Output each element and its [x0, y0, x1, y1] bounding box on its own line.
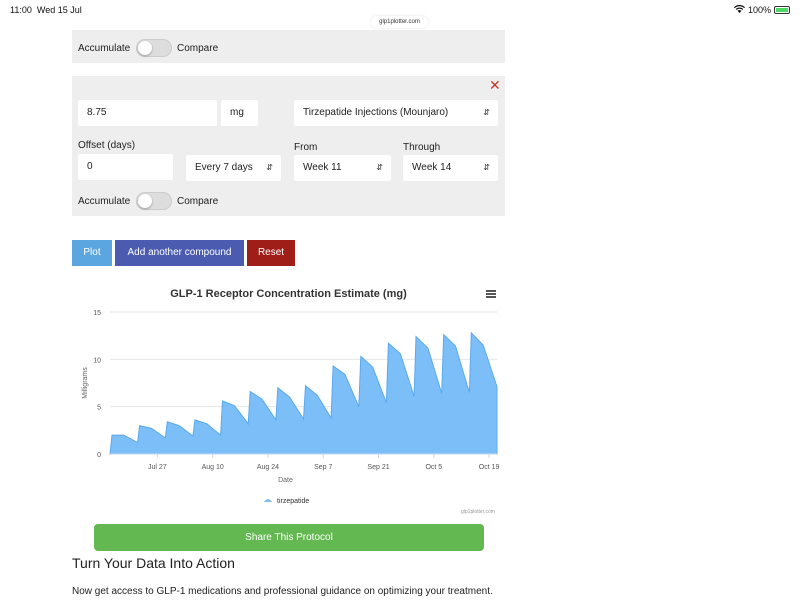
battery-indicator: 100%	[733, 5, 790, 15]
chart-title: GLP-1 Receptor Concentration Estimate (m…	[170, 288, 407, 300]
plot-button[interactable]: Plot	[72, 240, 112, 266]
frequency-select[interactable]: Every 7 days ⇵	[186, 155, 281, 181]
x-tick-label: Oct 19	[479, 464, 500, 471]
battery-percent: 100%	[747, 5, 771, 15]
compound-card-2: 8.75 mg Tirzepatide Injections (Mounjaro…	[72, 76, 505, 216]
concentration-chart: GLP-1 Receptor Concentration Estimate (m…	[72, 280, 505, 520]
through-select-value: Week 14	[412, 162, 452, 173]
offset-label: Offset (days)	[78, 140, 136, 151]
chevron-updown-icon: ⇵	[266, 163, 273, 172]
from-label: From	[294, 142, 318, 153]
frequency-select-value: Every 7 days	[195, 162, 253, 173]
battery-icon	[774, 6, 790, 14]
section-text: Now get access to GLP-1 medications and …	[72, 586, 493, 597]
y-tick-label: 5	[97, 405, 101, 412]
dose-input[interactable]: 8.75	[78, 100, 217, 126]
series-area-tirzepatide	[109, 331, 498, 455]
toggle-knob	[138, 194, 152, 208]
compound-select-value: Tirzepatide Injections (Mounjaro)	[303, 107, 449, 118]
section-heading: Turn Your Data Into Action	[72, 555, 235, 571]
compare-label: Compare	[177, 43, 219, 54]
chevron-updown-icon: ⇵	[483, 163, 490, 172]
compound-select[interactable]: Tirzepatide Injections (Mounjaro) ⇵	[294, 100, 498, 126]
accumulate-compare-toggle[interactable]	[136, 192, 172, 210]
chart-svg: 0 5 10 15 Jul 27 Aug 10 Aug 24 Sep 7 Sep 21 Oct 5…	[82, 310, 500, 505]
compound-card-1: Accumulate Compare	[72, 30, 505, 63]
x-tick-label: Aug 10	[202, 464, 224, 471]
chart-credit[interactable]: glp1plotter.com	[461, 509, 495, 515]
unit-field[interactable]: mg	[221, 100, 258, 126]
compare-label: Compare	[177, 196, 219, 207]
x-tick-label: Oct 5	[425, 464, 442, 471]
status-time: 11:00 Wed 15 Jul	[10, 5, 82, 15]
offset-input[interactable]: 0	[78, 154, 173, 180]
accumulate-label: Accumulate	[78, 43, 131, 54]
x-tick-label: Jul 27	[148, 464, 167, 471]
url-pill[interactable]: glp1plotter.com	[371, 16, 428, 28]
wifi-icon	[733, 5, 745, 15]
status-bar: 11:00 Wed 15 Jul 100%	[0, 0, 800, 20]
accumulate-label: Accumulate	[78, 196, 131, 207]
from-select[interactable]: Week 11 ⇵	[294, 155, 391, 181]
remove-compound-icon[interactable]: ✕	[489, 77, 501, 93]
y-tick-label: 0	[97, 452, 101, 459]
toggle-knob	[138, 41, 152, 55]
accumulate-compare-toggle[interactable]	[136, 39, 172, 57]
hamburger-menu-icon[interactable]	[486, 290, 496, 298]
through-label: Through	[403, 142, 441, 153]
y-axis-title: Milligrams	[82, 367, 89, 399]
through-select[interactable]: Week 14 ⇵	[403, 155, 498, 181]
x-tick-label: Aug 24	[257, 464, 279, 471]
chevron-updown-icon: ⇵	[376, 163, 383, 172]
from-select-value: Week 11	[303, 162, 342, 173]
y-tick-label: 15	[93, 310, 101, 317]
legend-swatch-icon	[264, 499, 272, 502]
share-protocol-button[interactable]: Share This Protocol	[94, 524, 484, 551]
x-axis-title: Date	[278, 477, 293, 484]
x-tick-label: Sep 7	[314, 464, 332, 471]
y-tick-label: 10	[93, 357, 101, 364]
legend-label: tirzepatide	[277, 498, 309, 505]
reset-button[interactable]: Reset	[247, 240, 295, 266]
chevron-updown-icon: ⇵	[483, 108, 490, 117]
x-tick-label: Sep 21	[367, 464, 389, 471]
add-compound-button[interactable]: Add another compound	[115, 240, 244, 266]
